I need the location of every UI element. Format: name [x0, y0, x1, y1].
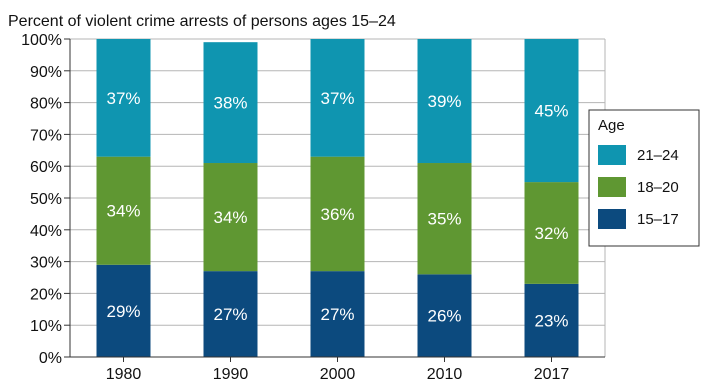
y-tick-label: 80%	[30, 96, 62, 113]
data-label: 39%	[427, 92, 461, 111]
legend-swatch	[598, 209, 626, 229]
bar-segment	[310, 271, 365, 357]
bar-segment	[310, 156, 365, 272]
chart-title: Percent of violent crime arrests of pers…	[8, 13, 396, 30]
y-tick-label: 0%	[39, 350, 62, 367]
bar-segment	[96, 264, 151, 357]
x-axis: 1980 1990 2000 2010 2017	[70, 356, 605, 383]
legend-title: Age	[598, 117, 625, 134]
x-tick-label: 2010	[427, 366, 463, 383]
bar-segment	[417, 163, 472, 275]
bar-segment	[203, 271, 258, 357]
bar-segment	[417, 39, 472, 164]
legend-swatch	[598, 177, 626, 197]
legend-swatch	[598, 145, 626, 165]
data-label: 27%	[320, 305, 354, 324]
legend: Age 21–24 18–20 15–17	[588, 109, 700, 247]
y-tick-label: 40%	[30, 223, 62, 240]
bar-segment	[203, 42, 258, 164]
bar-segment	[96, 39, 151, 157]
data-label: 34%	[106, 202, 140, 221]
y-tick-label: 60%	[30, 159, 62, 176]
y-axis: 0% 10% 20% 30% 40% 50% 60% 70% 80% 90% 100%	[21, 32, 71, 367]
data-label: 27%	[213, 305, 247, 324]
y-tick-label: 30%	[30, 255, 62, 272]
y-tick-label: 10%	[30, 318, 62, 335]
bars: 29% 34% 37% 27% 34% 38% 27% 36% 37% 26% 35% 39% 23% 3…	[96, 39, 579, 357]
data-label: 38%	[213, 94, 247, 113]
data-label: 32%	[534, 224, 568, 243]
legend-items: 21–24 18–20 15–17	[598, 145, 679, 229]
x-tick-label: 2000	[320, 366, 356, 383]
y-tick-label: 20%	[30, 286, 62, 303]
data-label: 45%	[534, 102, 568, 121]
bar-segment	[310, 39, 365, 157]
bar-segment	[524, 182, 579, 284]
bar-segment	[203, 163, 258, 272]
y-tick-label: 100%	[21, 32, 62, 49]
data-label: 29%	[106, 302, 140, 321]
bar-segment	[524, 283, 579, 357]
data-label: 26%	[427, 307, 461, 326]
data-label: 36%	[320, 205, 354, 224]
bar-segment	[524, 39, 579, 183]
data-label: 23%	[534, 311, 568, 330]
data-label: 37%	[320, 89, 354, 108]
x-tick-label: 1990	[213, 366, 249, 383]
bar-segment	[417, 274, 472, 357]
x-tick-label: 2017	[534, 366, 570, 383]
y-tick-label: 50%	[30, 191, 62, 208]
bar-segment	[96, 156, 151, 265]
data-label: 37%	[106, 89, 140, 108]
legend-label: 21–24	[637, 147, 679, 164]
data-label: 34%	[213, 208, 247, 227]
x-tick-label: 1980	[106, 366, 142, 383]
legend-label: 15–17	[637, 211, 679, 228]
legend-label: 18–20	[637, 179, 679, 196]
y-tick-label: 70%	[30, 127, 62, 144]
y-tick-label: 90%	[30, 64, 62, 81]
data-label: 35%	[427, 210, 461, 229]
